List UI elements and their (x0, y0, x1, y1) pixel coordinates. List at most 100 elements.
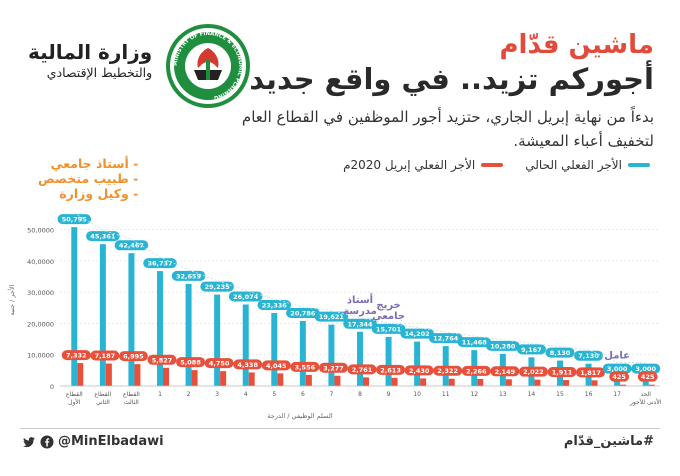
x-tick-label: القطاع (123, 391, 140, 398)
value-label-current: 42,467 (119, 242, 144, 250)
value-pill-previous (490, 366, 520, 377)
bar-previous (77, 363, 84, 386)
x-tick-label: 15 (556, 391, 564, 398)
value-pill-current (602, 363, 632, 374)
value-pill-current (114, 240, 149, 251)
value-label-previous: 1,817 (580, 369, 601, 377)
wage-bar-chart: 0 10,0000 20,0000 30,0000 40,0000 50,0000 الأج… (7, 212, 662, 420)
value-label-previous: 3,556 (295, 363, 316, 371)
bar-previous (248, 372, 255, 386)
bar-current (328, 324, 335, 386)
bar-previous (305, 374, 312, 386)
value-label-current: 36,737 (147, 260, 172, 268)
bar-previous (648, 384, 655, 386)
bar-previous (277, 373, 284, 386)
footer-handle[interactable]: @MinElbadawi (58, 434, 164, 449)
value-pill-previous (637, 371, 658, 382)
value-label-previous: 1,911 (552, 369, 573, 377)
x-tick-label: 12 (470, 391, 478, 398)
x-tick-label: الثالث (124, 399, 139, 406)
bar-previous (163, 367, 169, 386)
value-pill-previous (547, 367, 577, 378)
footer-social: @MinElbadawi (22, 434, 164, 449)
value-pill-previous (461, 365, 491, 376)
bar-previous (620, 384, 627, 386)
x-tick-label: 13 (499, 391, 507, 398)
y-tick-label: 50,0000 (27, 227, 54, 235)
value-label-current: 15,701 (376, 325, 402, 333)
value-label-previous: 3,277 (323, 364, 344, 372)
x-tick-label: 8 (358, 391, 362, 398)
value-pill-previous (433, 365, 463, 376)
legend-item-previous: الأجر الفعلي إبريل 2020م (343, 158, 504, 172)
value-pill-current (200, 281, 234, 292)
bar-previous (191, 370, 198, 386)
bar-previous (220, 371, 227, 386)
job-example-2: - طبيب متخصص (38, 171, 139, 186)
bar-current (185, 283, 192, 386)
bar-current (299, 320, 306, 386)
value-label-previous: 425 (612, 373, 626, 381)
value-label-current: 26,074 (233, 293, 259, 301)
value-pill-current (371, 323, 406, 334)
x-tick-label: 2 (187, 391, 191, 398)
value-label-current: 20,786 (290, 309, 316, 317)
chart-legend: الأجر الفعلي الحالي الأجر الفعلي إبريل 2… (343, 158, 650, 172)
value-pill-previous (176, 357, 206, 368)
value-pill-current (257, 300, 292, 311)
x-tick-label: 9 (387, 391, 391, 398)
value-pill-previous (290, 361, 320, 372)
x-tick-label: الحد (640, 391, 651, 398)
value-label-previous: 6,995 (123, 353, 144, 361)
x-tick-label: 10 (413, 391, 421, 398)
value-label-previous: 4,750 (209, 360, 230, 368)
legend-label-previous: الأجر الفعلي إبريل 2020م (343, 158, 476, 172)
page-title: ماشين قدّام (499, 30, 654, 60)
bar-current (414, 341, 421, 386)
annotation-label: جامعي (372, 311, 405, 322)
value-pill-previous (347, 364, 377, 375)
x-tick-label: 4 (244, 391, 248, 398)
value-pill-previous (204, 358, 234, 369)
bar-current (271, 313, 278, 386)
value-pill-previous (318, 362, 348, 373)
bar-current (357, 331, 363, 386)
job-examples: - أستاذ جامعي - طبيب متخصص - وكيل وزارة (38, 156, 138, 201)
value-label-current: 7,130 (578, 352, 599, 360)
bar-previous (134, 364, 141, 386)
twitter-icon (23, 436, 35, 447)
value-label-current: 32,659 (176, 272, 202, 280)
value-pill-current (228, 291, 263, 302)
y-axis-label: الأجر / جنيه (7, 284, 16, 315)
bar-previous (334, 375, 341, 386)
value-label-previous: 2,761 (352, 366, 373, 374)
value-label-current: 10,280 (490, 342, 516, 350)
bar-previous (591, 380, 598, 386)
bar-previous (505, 379, 512, 386)
ministry-name-line2: والتخطيط الإقتصادي (46, 65, 153, 80)
value-label-previous: 4,045 (266, 362, 287, 370)
bar-current (385, 336, 392, 386)
value-pill-previous (609, 371, 630, 382)
value-label-current: 23,336 (262, 302, 288, 310)
value-label-previous: 2,322 (437, 367, 458, 375)
value-pill-current (631, 363, 661, 374)
value-label-previous: 7,187 (95, 352, 116, 360)
x-tick-label: 5 (272, 391, 276, 398)
bar-previous (420, 378, 427, 386)
description-line-1: بدءاً من نهاية إبريل الجاري، حتزيد أجور … (241, 108, 654, 126)
value-pill-current (143, 258, 177, 269)
value-pill-current (400, 328, 434, 339)
bar-current (71, 227, 78, 386)
value-pill-previous (233, 359, 263, 370)
annotation-label: مدرسة (343, 306, 377, 317)
footer-hashtag[interactable]: #ماشين_قدّام (563, 434, 654, 449)
bar-current (128, 253, 135, 386)
value-label-current: 8,130 (550, 349, 571, 357)
value-label-previous: 2,149 (495, 368, 516, 376)
bar-previous (448, 378, 455, 386)
bar-previous (477, 378, 484, 386)
y-tick-label: 20,0000 (27, 320, 54, 328)
legend-swatch-current (628, 163, 650, 167)
y-tick-label: 30,0000 (27, 289, 54, 297)
